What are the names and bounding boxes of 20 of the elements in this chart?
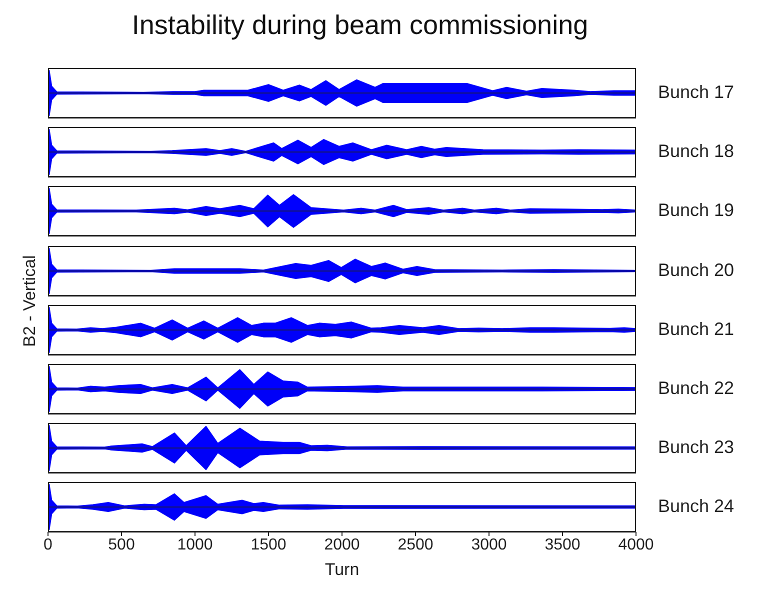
x-tick-label: 3500 xyxy=(544,536,580,554)
x-tick-label: 1000 xyxy=(177,536,213,554)
x-tick-label: 0 xyxy=(44,536,53,554)
series-label: Bunch 23 xyxy=(658,437,734,458)
series-label: Bunch 19 xyxy=(658,200,734,222)
series-label: Bunch 20 xyxy=(658,260,734,281)
y-axis-title: B2 - Vertical xyxy=(20,254,40,346)
x-tick-label: 3000 xyxy=(471,536,507,554)
chart-title: Instability during beam commissioning xyxy=(130,10,590,41)
x-tick-label: 2000 xyxy=(324,536,360,554)
series-label: Bunch 21 xyxy=(658,318,734,340)
x-tick-label: 2500 xyxy=(398,536,434,554)
series-label: Bunch 17 xyxy=(658,82,734,103)
x-tick-label: 4000 xyxy=(618,536,654,554)
series-label: Bunch 18 xyxy=(658,141,734,162)
series-label: Bunch 22 xyxy=(658,378,734,399)
x-tick-label: 500 xyxy=(108,536,135,554)
x-axis-title: Turn xyxy=(324,560,360,580)
x-tick-label: 1500 xyxy=(250,536,286,554)
series-label: Bunch 24 xyxy=(658,496,734,518)
